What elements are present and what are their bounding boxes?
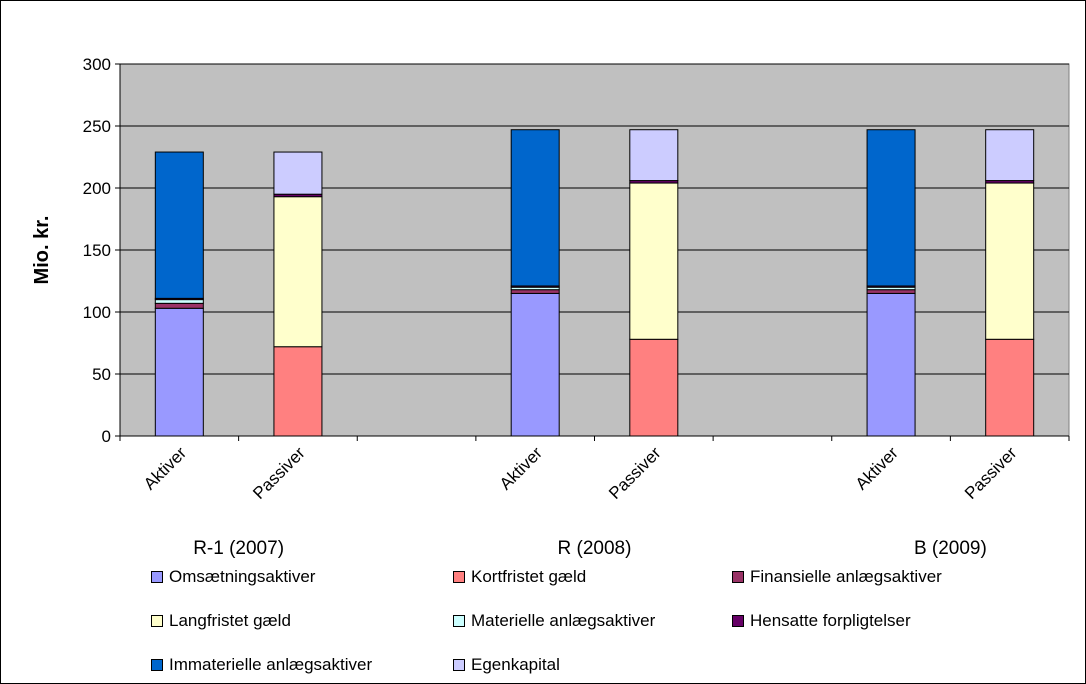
bar-segment — [510, 292, 560, 437]
bar-segment — [629, 182, 679, 340]
x-tick-label: Passiver — [605, 443, 665, 503]
legend-item: Finansielle anlægsaktiver — [732, 567, 942, 587]
bar-segment — [154, 302, 204, 309]
bar-segment — [154, 307, 204, 437]
y-tick-label: 200 — [83, 179, 111, 198]
legend-label: Omsætningsaktiver — [169, 567, 316, 586]
bar-segment — [866, 292, 916, 437]
legend-item: Omsætningsaktiver — [151, 567, 315, 587]
bar-segment — [629, 129, 679, 182]
legend-item: Langfristet gæld — [151, 611, 291, 631]
legend-item: Egenkapital — [453, 655, 560, 675]
group-label: B (2009) — [914, 538, 987, 559]
x-tick-label: Aktiver — [496, 443, 546, 493]
bar-segment — [866, 129, 916, 287]
legend-label: Egenkapital — [471, 655, 560, 674]
y-tick-label: 250 — [83, 117, 111, 136]
y-tick-label: 0 — [102, 427, 111, 446]
bar-segment — [273, 196, 323, 348]
bar-segment — [985, 182, 1035, 340]
x-tick-label: Aktiver — [140, 443, 190, 493]
bar-segment — [510, 289, 560, 294]
y-tick-label: 50 — [92, 365, 111, 384]
legend-item: Hensatte forpligtelser — [732, 611, 911, 631]
legend-item: Immaterielle anlægsaktiver — [151, 655, 372, 675]
bar-segment — [510, 129, 560, 287]
bar-segment — [985, 129, 1035, 182]
legend-swatch — [453, 615, 465, 627]
bar-segment — [154, 151, 204, 299]
legend-label: Hensatte forpligtelser — [750, 611, 911, 630]
y-axis-title: Mio. kr. — [31, 216, 53, 285]
legend-item: Materielle anlægsaktiver — [453, 611, 655, 631]
bar-segment — [154, 299, 204, 304]
legend-label: Kortfristet gæld — [471, 567, 587, 586]
legend-swatch — [151, 571, 163, 583]
group-label: R (2008) — [558, 538, 632, 559]
legend-label: Finansielle anlægsaktiver — [750, 567, 942, 586]
legend-swatch — [732, 615, 744, 627]
legend-swatch — [732, 571, 744, 583]
bar-segment — [273, 346, 323, 437]
bars — [154, 129, 1035, 437]
legend-swatch — [151, 659, 163, 671]
x-tick-label: Passiver — [961, 443, 1021, 503]
x-tick-label: Aktiver — [852, 443, 902, 493]
y-tick-label: 100 — [83, 303, 111, 322]
legend-swatch — [453, 659, 465, 671]
bar-segment — [866, 289, 916, 294]
legend-swatch — [453, 571, 465, 583]
x-axis: R-1 (2007) R (2008) B (2009) Aktiver Passive… — [119, 435, 1070, 559]
y-axis: 0 50 100 150 200 250 300 — [83, 55, 121, 446]
legend-label: Langfristet gæld — [169, 611, 291, 630]
y-tick-label: 300 — [83, 55, 111, 74]
legend-label: Materielle anlægsaktiver — [471, 611, 656, 630]
group-label: R-1 (2007) — [193, 538, 284, 559]
x-tick-label: Passiver — [249, 443, 309, 503]
stacked-bar-chart: 0 50 100 150 200 250 300 R-1 (2007) R (2008) B (… — [31, 55, 1070, 559]
bar-segment — [629, 338, 679, 437]
legend-item: Kortfristet gæld — [453, 567, 586, 587]
legend-swatch — [151, 615, 163, 627]
y-tick-label: 150 — [83, 241, 111, 260]
bar-segment — [985, 338, 1035, 437]
bar-segment — [273, 151, 323, 195]
legend-label: Immaterielle anlægsaktiver — [169, 655, 373, 674]
